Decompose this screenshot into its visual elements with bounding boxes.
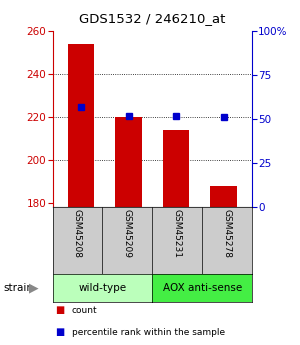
Text: GSM45209: GSM45209 — [123, 209, 132, 258]
Text: AOX anti-sense: AOX anti-sense — [163, 283, 242, 293]
Text: GDS1532 / 246210_at: GDS1532 / 246210_at — [79, 12, 225, 25]
Text: GSM45231: GSM45231 — [173, 209, 182, 258]
Text: ■: ■ — [56, 327, 65, 337]
Text: percentile rank within the sample: percentile rank within the sample — [72, 328, 225, 337]
Bar — [163, 130, 189, 207]
Text: GSM45208: GSM45208 — [73, 209, 82, 258]
Text: strain: strain — [3, 283, 33, 293]
Text: ■: ■ — [56, 305, 65, 315]
Text: ▶: ▶ — [28, 282, 38, 295]
Bar — [68, 44, 94, 207]
Text: GSM45278: GSM45278 — [223, 209, 232, 258]
Bar — [116, 117, 142, 207]
Text: wild-type: wild-type — [78, 283, 126, 293]
Text: count: count — [72, 306, 98, 315]
Bar — [210, 186, 237, 207]
